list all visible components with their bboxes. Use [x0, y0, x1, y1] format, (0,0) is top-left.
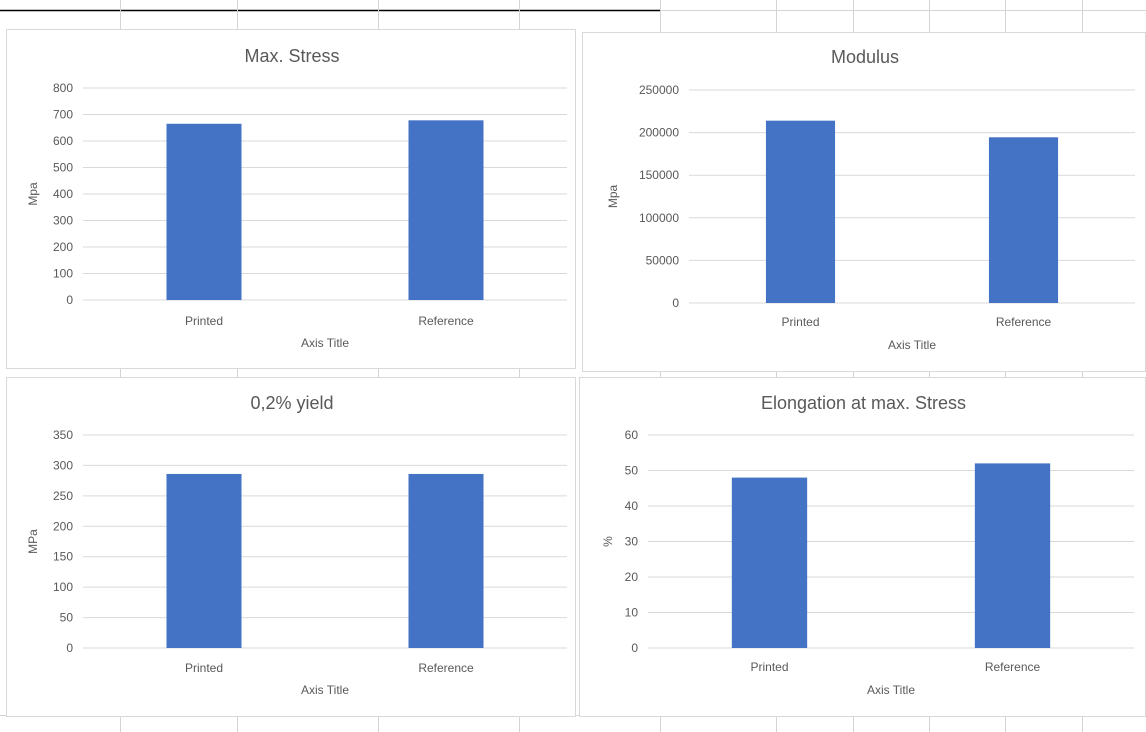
x-axis-title: Axis Title — [301, 683, 349, 697]
chart-svg: Elongation at max. Stress 0 10 20 30 40 50 60 Pr… — [601, 393, 1134, 697]
y-tick-label: 250000 — [639, 83, 679, 97]
y-tick-label: 300 — [53, 214, 73, 228]
y-tick-label: 150 — [53, 550, 73, 564]
x-axis-title: Axis Title — [301, 336, 349, 350]
y-tick-label: 40 — [625, 499, 639, 513]
modulus-chart[interactable]: Modulus 0 50000 100000 150000 200000 250000 Pri… — [582, 32, 1146, 372]
y-axis-title: Mpa — [26, 182, 40, 206]
y-tick-label: 300 — [53, 458, 73, 472]
chart-title: Modulus — [831, 47, 899, 67]
category-label: Reference — [418, 661, 474, 675]
y-tick-label: 50 — [625, 464, 639, 478]
y-axis-title: % — [601, 536, 615, 547]
x-axis-title: Axis Title — [867, 683, 915, 697]
y-tick-label: 350 — [53, 428, 73, 442]
y-tick-label: 20 — [625, 570, 639, 584]
bar-reference[interactable] — [974, 463, 1051, 648]
y-tick-label: 100 — [53, 267, 73, 281]
y-tick-label: 100000 — [639, 211, 679, 225]
x-axis-title: Axis Title — [888, 338, 936, 352]
y-tick-label: 100 — [53, 580, 73, 594]
chart-title: Max. Stress — [244, 46, 339, 66]
y-tick-label: 700 — [53, 108, 73, 122]
category-label: Reference — [418, 314, 474, 328]
elongation-chart[interactable]: Elongation at max. Stress 0 10 20 30 40 50 60 Pr… — [579, 377, 1146, 717]
chart-svg: 0,2% yield 0 50 100 150 200 250 300 350 Printed Re… — [26, 393, 567, 697]
y-tick-label: 600 — [53, 134, 73, 148]
category-label: Reference — [996, 315, 1052, 329]
chart-svg: Max. Stress 0 100 200 300 400 500 600 700 800 Prin… — [26, 46, 567, 350]
y-tick-label: 0 — [66, 641, 73, 655]
y-tick-label: 200 — [53, 240, 73, 254]
chart-title: Elongation at max. Stress — [761, 393, 966, 413]
y-tick-label: 30 — [625, 535, 639, 549]
bar-reference[interactable] — [408, 120, 484, 300]
y-tick-label: 250 — [53, 489, 73, 503]
bar-reference[interactable] — [988, 137, 1059, 303]
yield-chart[interactable]: 0,2% yield 0 50 100 150 200 250 300 350 Printed Re… — [6, 377, 576, 717]
y-tick-label: 150000 — [639, 168, 679, 182]
category-label: Printed — [185, 661, 223, 675]
y-tick-label: 0 — [631, 641, 638, 655]
category-label: Printed — [781, 315, 819, 329]
y-tick-label: 800 — [53, 81, 73, 95]
chart-svg: Modulus 0 50000 100000 150000 200000 250000 Pri… — [606, 47, 1135, 352]
y-tick-label: 200 — [53, 519, 73, 533]
y-axis-title: MPa — [26, 529, 40, 554]
bar-reference[interactable] — [408, 473, 484, 648]
y-tick-label: 0 — [66, 293, 73, 307]
chart-title: 0,2% yield — [250, 393, 333, 413]
max-stress-chart[interactable]: Max. Stress 0 100 200 300 400 500 600 700 800 Prin… — [6, 29, 576, 369]
bar-printed[interactable] — [731, 477, 808, 648]
category-label: Printed — [750, 660, 788, 674]
y-tick-label: 0 — [672, 296, 679, 310]
y-tick-label: 400 — [53, 187, 73, 201]
bar-printed[interactable] — [166, 123, 242, 301]
y-axis-title: Mpa — [606, 185, 620, 209]
y-tick-label: 50000 — [646, 253, 680, 267]
y-tick-label: 500 — [53, 161, 73, 175]
y-tick-label: 200000 — [639, 126, 679, 140]
y-tick-label: 60 — [625, 428, 639, 442]
category-label: Printed — [185, 314, 223, 328]
bar-printed[interactable] — [765, 120, 836, 303]
category-label: Reference — [985, 660, 1041, 674]
bar-printed[interactable] — [166, 473, 242, 648]
y-tick-label: 50 — [60, 611, 74, 625]
y-tick-label: 10 — [625, 606, 639, 620]
